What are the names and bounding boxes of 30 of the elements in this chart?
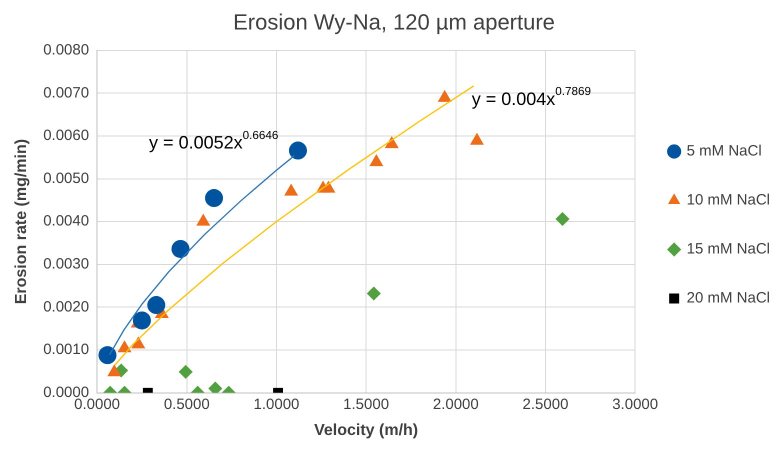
x-tick-label: 0.5000 (164, 396, 210, 413)
x-tick-label: 1.0000 (253, 396, 300, 413)
legend-label: 15 mM NaCl (686, 240, 770, 258)
point (369, 154, 384, 166)
x-axis-title: Velocity (m/h) (314, 422, 418, 439)
y-tick-label: 0.0020 (43, 298, 90, 316)
y-tick-label: 0.0030 (43, 256, 90, 273)
point (118, 340, 132, 352)
y-tick-label: 0.0070 (43, 84, 90, 102)
legend-label: 5 mM NaCl (686, 142, 762, 160)
legend-label: 10 mM NaCl (686, 192, 770, 209)
point (196, 214, 210, 226)
x-tick-label: 0.0000 (74, 396, 120, 413)
point (470, 132, 484, 145)
x-tick-label: 1.5000 (343, 396, 390, 413)
y-axis-title: Erosion rate (mg/min) (13, 138, 30, 304)
y-tick-label: 0.0050 (43, 170, 90, 187)
point (107, 364, 122, 376)
chart-title: Erosion Wy-Na, 120 µm aperture (233, 9, 555, 34)
y-tick-label: 0.0010 (43, 341, 90, 358)
point (284, 184, 298, 196)
y-tick-label: 0.0060 (43, 127, 90, 144)
x-tick-label: 2.5000 (522, 396, 568, 413)
y-tick-label: 0.0080 (43, 42, 90, 59)
point (131, 336, 146, 348)
point (438, 90, 452, 102)
y-tick-label: 0.0040 (43, 212, 90, 230)
x-tick-label: 2.0000 (432, 396, 479, 413)
legend-label: 20 mM NaCl (686, 290, 770, 307)
x-tick-label: 3.0000 (612, 396, 658, 413)
